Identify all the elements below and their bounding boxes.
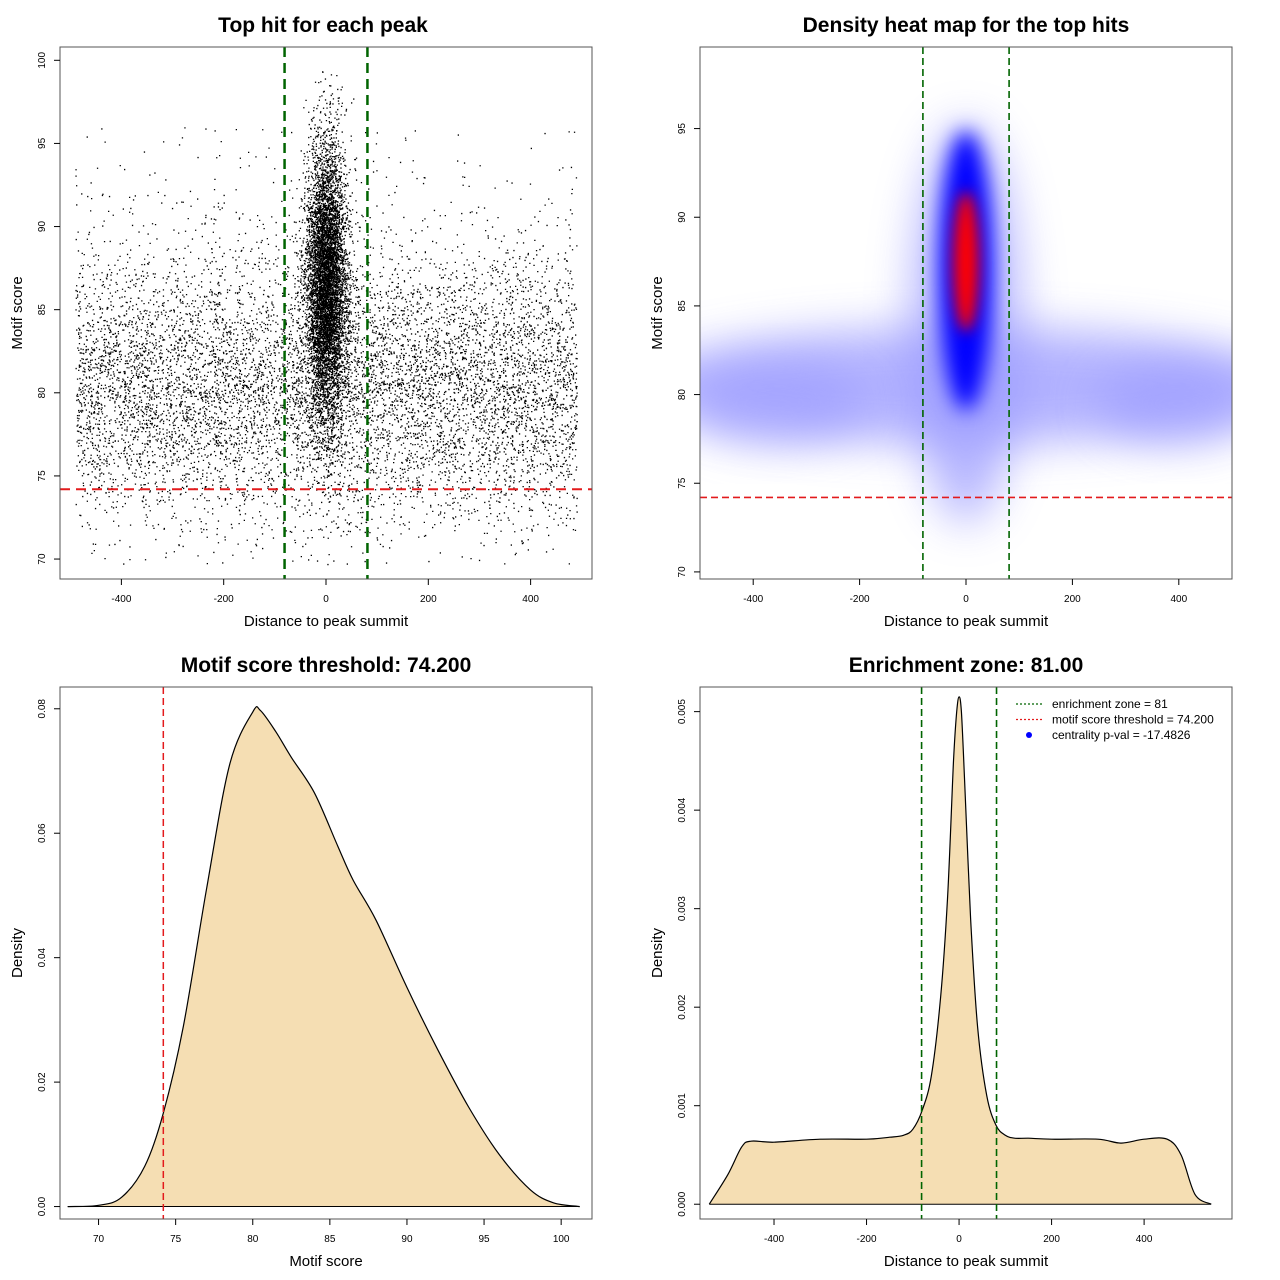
scatter-y-label: Motif score [9,276,26,349]
heatmap-y-axis: 70 75 80 85 90 95 [677,123,700,578]
distance-density-title: Enrichment zone: 81.00 [849,654,1084,677]
score-density-panel: Motif score threshold: 74.200 70 75 80 85 90… [9,654,593,1270]
scatter-x-tick-label: 200 [420,594,437,605]
heatmap-x-tick-label: -400 [743,594,763,605]
score-density-y-tick-label: 0.08 [37,699,48,719]
score-density-title: Motif score threshold: 74.200 [181,654,472,677]
distance-density-plot-frame [699,686,1233,1220]
heatmap-y-tick-label: 85 [677,300,688,312]
score-density-x-tick-label: 100 [553,1234,570,1245]
distance-density-x-tick-label: 400 [1136,1234,1153,1245]
distance-density-y-tick-label: 0.005 [677,699,688,724]
heatmap-x-tick-label: 0 [963,594,969,605]
legend-label-1: motif score threshold = 74.200 [1052,713,1214,727]
distance-density-y-tick-label: 0.004 [677,797,688,822]
heatmap-title: Density heat map for the top hits [803,14,1130,37]
score-density-y-axis: 0.00 0.02 0.04 0.06 0.08 [37,699,60,1216]
heatmap-y-label: Motif score [649,276,666,349]
score-density-y-tick-label: 0.06 [37,823,48,843]
heatmap-band-left [700,363,865,444]
score-density-x-tick-label: 95 [478,1234,490,1245]
scatter-point-cloud [75,71,578,566]
score-density-x-tick-label: 90 [401,1234,413,1245]
legend-label-2: centrality p-val = -17.4826 [1052,728,1191,742]
distance-density-x-tick-label: 0 [956,1234,962,1245]
scatter-x-label: Distance to peak summit [244,613,409,630]
scatter-y-tick-label: 80 [37,387,48,399]
scatter-x-tick-label: 0 [323,594,329,605]
legend-label-0: enrichment zone = 81 [1052,697,1168,711]
distance-density-x-axis: -400 -200 0 200 400 [764,1219,1153,1245]
heatmap-x-tick-label: -200 [850,594,870,605]
heatmap-x-tick-label: 200 [1064,594,1081,605]
scatter-panel: Top hit for each peak -400 -200 0 200 400 70… [9,14,593,630]
heatmap-y-tick-label: 80 [677,389,688,401]
score-density-y-label: Density [9,927,26,978]
score-density-x-tick-label: 85 [324,1234,336,1245]
score-density-y-tick-label: 0.00 [37,1196,48,1216]
score-density-y-tick-label: 0.04 [37,947,48,967]
distance-density-y-tick-label: 0.000 [677,1191,688,1216]
distance-density-x-label: Distance to peak summit [884,1253,1049,1270]
scatter-y-tick-label: 100 [37,52,48,69]
score-density-fill [67,706,580,1207]
scatter-y-tick-label: 70 [37,553,48,565]
heatmap-y-tick-label: 90 [677,211,688,223]
distance-density-y-axis: 0.000 0.001 0.002 0.003 0.004 0.005 [677,699,700,1217]
distance-density-panel: Enrichment zone: 81.00 -400 -200 0 200 400 0… [649,654,1233,1270]
distance-density-area [708,687,1212,1219]
score-density-x-tick-label: 80 [247,1234,259,1245]
scatter-x-tick-label: 400 [522,594,539,605]
distance-density-y-tick-label: 0.002 [677,994,688,1019]
distance-density-x-tick-label: 200 [1043,1234,1060,1245]
heatmap-x-tick-label: 400 [1170,594,1187,605]
heatmap-panel: Density heat map for the top hits -400 -2… [649,14,1233,630]
score-density-x-tick-label: 70 [93,1234,105,1245]
score-density-x-axis: 70 75 80 85 90 95 100 [93,1219,570,1245]
scatter-title: Top hit for each peak [218,14,428,37]
heatmap-density [700,47,1232,579]
heatmap-x-axis: -400 -200 0 200 400 [743,579,1188,605]
score-density-x-label: Motif score [289,1253,362,1270]
distance-density-y-tick-label: 0.001 [677,1093,688,1118]
heatmap-y-tick-label: 95 [677,123,688,135]
distance-density-fill [709,696,1212,1205]
distance-density-curve [708,696,1212,1205]
distance-density-y-label: Density [649,927,666,978]
heatmap-y-tick-label: 70 [677,566,688,578]
scatter-y-tick-label: 90 [37,221,48,233]
heatmap-y-tick-label: 75 [677,477,688,489]
scatter-y-tick-label: 85 [37,304,48,316]
heatmap-band-right [1098,363,1232,444]
heatmap-peak [953,191,979,332]
heatmap-x-label: Distance to peak summit [884,613,1049,630]
scatter-x-tick-label: -200 [214,594,234,605]
score-density-x-tick-label: 75 [170,1234,182,1245]
distance-density-y-tick-label: 0.003 [677,896,688,921]
legend-marker-2 [1026,732,1032,738]
heatmap-reference-lines [700,47,1232,579]
scatter-points [75,71,578,566]
distance-density-x-tick-label: -200 [857,1234,877,1245]
scatter-y-tick-label: 95 [37,137,48,149]
score-density-area [67,687,580,1219]
scatter-x-tick-label: -400 [111,594,131,605]
scatter-x-axis: -400 -200 0 200 400 [111,579,539,605]
scatter-reference-lines [60,47,592,579]
scatter-y-axis: 70 75 80 85 90 95 100 [37,52,60,565]
score-density-curve [67,706,580,1208]
score-density-plot-frame [59,686,593,1220]
legend: enrichment zone = 81 motif score threshol… [1016,697,1214,742]
score-density-y-tick-label: 0.02 [37,1072,48,1092]
scatter-y-tick-label: 75 [37,470,48,482]
distance-density-x-tick-label: -400 [764,1234,784,1245]
